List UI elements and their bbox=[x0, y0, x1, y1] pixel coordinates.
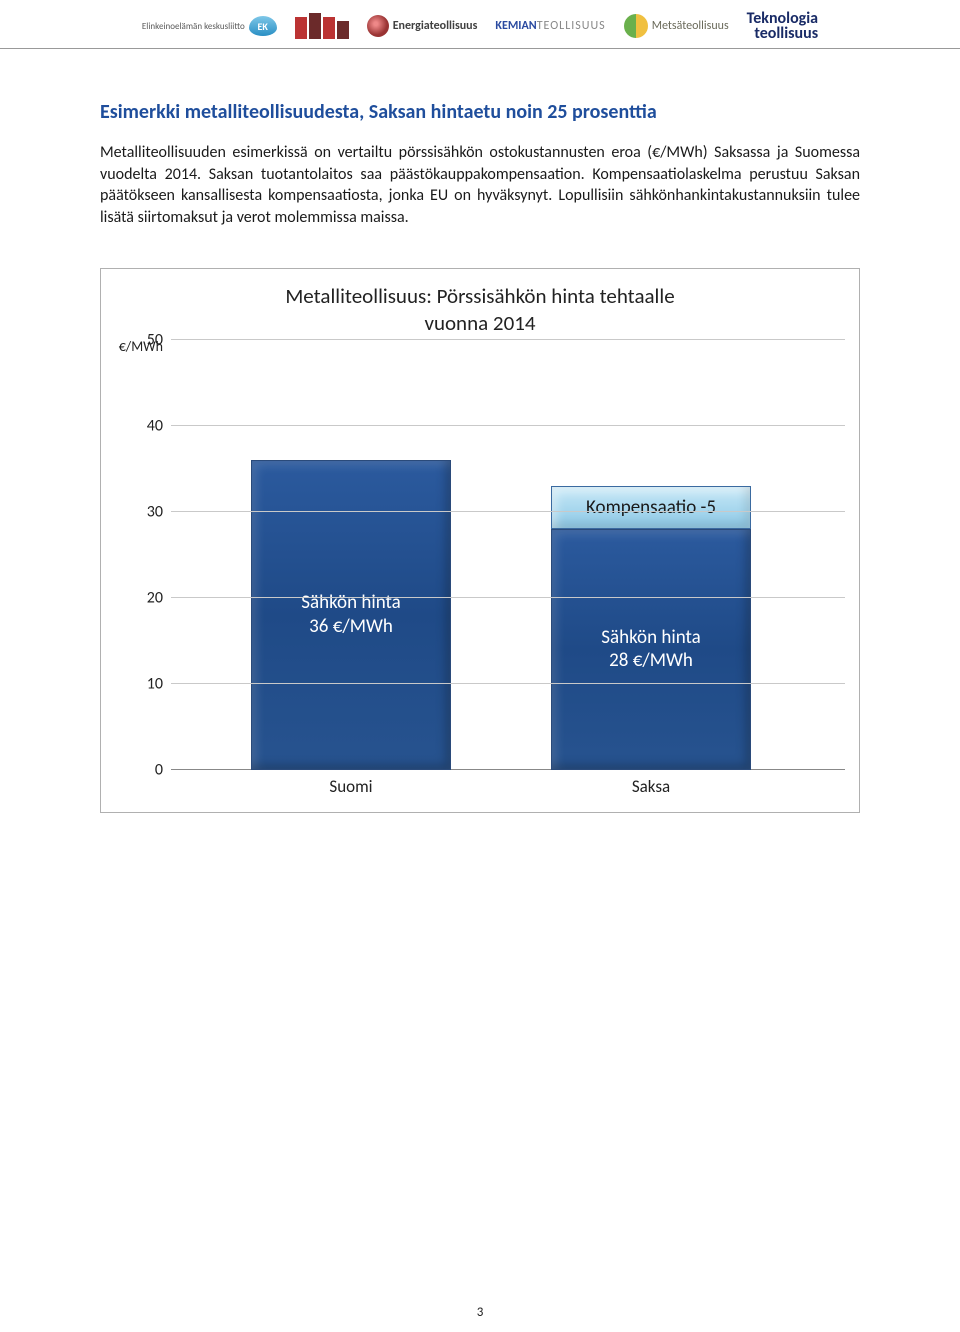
bar-saksa-comp-label: Kompensaatio -5 bbox=[586, 496, 716, 520]
y-tick: 20 bbox=[147, 588, 163, 607]
section-body: Metalliteollisuuden esimerkissä on verta… bbox=[100, 142, 860, 228]
gridline bbox=[171, 339, 845, 340]
page-number: 3 bbox=[0, 1305, 960, 1320]
chart-title-l1: Metalliteollisuus: Pörssisähkön hinta te… bbox=[115, 283, 845, 309]
plot-wrap: €/MWh 01020304050 Sähkön hinta36 €/MWh S… bbox=[115, 340, 845, 770]
plot-area: Sähkön hinta36 €/MWh Sähkön hinta28 €/MW… bbox=[171, 340, 845, 770]
header-logos: Elinkeinoelämän keskusliitto EK Energiat… bbox=[0, 8, 960, 44]
logo-kemian-bold: KEMIAN bbox=[495, 19, 536, 33]
bar-saksa-label: Sähkön hinta28 €/MWh bbox=[601, 626, 701, 674]
content: Esimerkki metalliteollisuudesta, Saksan … bbox=[100, 100, 860, 813]
bar-suomi-main: Sähkön hinta36 €/MWh bbox=[251, 460, 451, 770]
gridline bbox=[171, 683, 845, 684]
x-label-suomi: Suomi bbox=[251, 776, 451, 797]
logo-metsa-text: Metsäteollisuus bbox=[652, 19, 729, 33]
bar-saksa-main: Sähkön hinta28 €/MWh bbox=[551, 529, 751, 770]
chart-title: Metalliteollisuus: Pörssisähkön hinta te… bbox=[115, 283, 845, 336]
logo-tekno-l2: teollisuus bbox=[754, 24, 818, 43]
chart-frame: Metalliteollisuus: Pörssisähkön hinta te… bbox=[100, 268, 860, 813]
chart-title-l2: vuonna 2014 bbox=[115, 310, 845, 336]
y-tick: 10 bbox=[147, 674, 163, 693]
swirl-icon bbox=[367, 15, 389, 37]
logo-ek: Elinkeinoelämän keskusliitto EK bbox=[142, 16, 277, 36]
logo-ek-text: Elinkeinoelämän keskusliitto bbox=[142, 21, 245, 32]
gridline bbox=[171, 425, 845, 426]
logo-kemian: KEMIANTEOLLISUUS bbox=[495, 19, 605, 33]
section-title: Esimerkki metalliteollisuudesta, Saksan … bbox=[100, 100, 860, 124]
logo-teknologia: Teknologia teollisuus bbox=[747, 11, 818, 41]
gridline bbox=[171, 597, 845, 598]
y-axis: €/MWh 01020304050 bbox=[115, 340, 171, 770]
logo-energia: Energiateollisuus bbox=[367, 15, 478, 37]
y-tick: 0 bbox=[155, 760, 163, 779]
gridline bbox=[171, 511, 845, 512]
bar-saksa-compensation: Kompensaatio -5 bbox=[551, 486, 751, 529]
logo-metsa: Metsäteollisuus bbox=[624, 14, 729, 38]
x-axis: Suomi Saksa bbox=[171, 770, 845, 798]
y-tick: 30 bbox=[147, 502, 163, 521]
y-tick: 40 bbox=[147, 416, 163, 435]
header-divider bbox=[0, 48, 960, 49]
circle-icon bbox=[624, 14, 648, 38]
y-tick: 50 bbox=[147, 330, 163, 349]
x-label-saksa: Saksa bbox=[551, 776, 751, 797]
logo-ek-badge-icon: EK bbox=[249, 16, 277, 36]
logo-kemian-light: TEOLLISUUS bbox=[537, 19, 606, 33]
logo-fifi-icon bbox=[295, 13, 349, 39]
bar-suomi-label: Sähkön hinta36 €/MWh bbox=[301, 591, 401, 639]
logo-energia-text: Energiateollisuus bbox=[393, 19, 478, 33]
